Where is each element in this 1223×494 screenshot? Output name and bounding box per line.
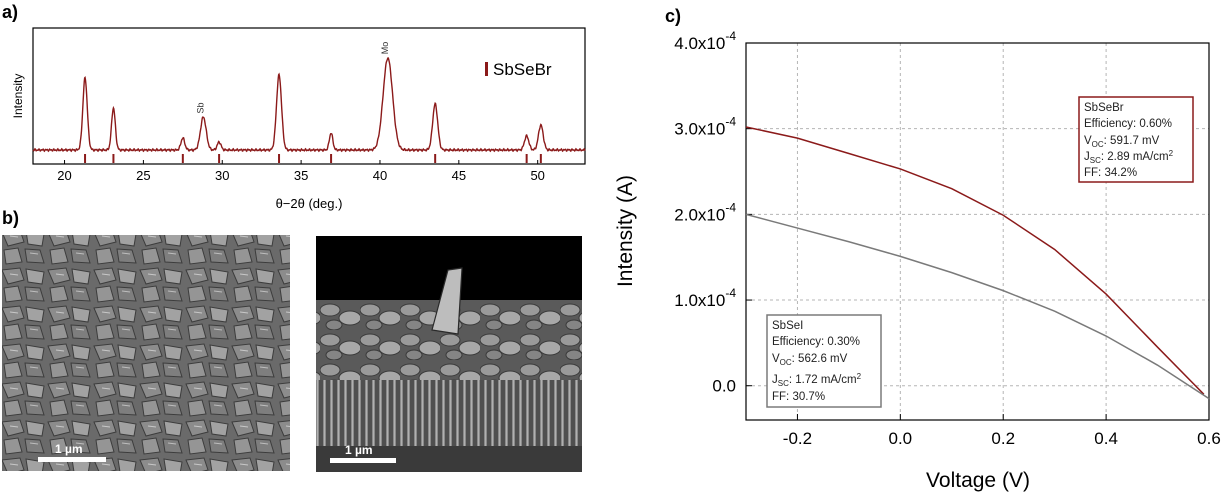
annotation-ff: FF: 34.2% [1084,167,1137,179]
jv-y-tick-label: 0.0 [712,377,736,396]
annotation-voc: VOC: 591.7 mV [1084,135,1160,149]
jv-y-tick-label: 3.0x10-4 [674,115,736,139]
xrd-x-tick-label: 45 [452,168,466,183]
sem-cross-section: 1 µm [316,236,582,472]
jv-x-tick-label: -0.2 [783,429,812,448]
series-line-sbsebr [745,126,1205,395]
xrd-x-tick-label: 35 [294,168,308,183]
annotation-title: SbSeI [772,320,803,332]
sem-cross-scale-label: 1 µm [345,443,373,457]
xrd-peak-labels: Sb Mo [195,42,390,114]
xrd-legend-marker [485,62,488,76]
sem-top-scale-label: 1 µm [55,442,83,456]
annotation-jsc: JSC: 1.72 mA/cm2 [772,372,862,388]
xrd-x-axis-label: θ−2θ (deg.) [276,196,343,211]
panel-label-b: b) [2,208,19,228]
annotation-ff: FF: 30.7% [772,391,825,403]
annotation-jsc: JSC: 2.89 mA/cm2 [1084,149,1174,165]
jv-y-ticks: 0.0 1.0x10-4 2.0x10-4 3.0x10-4 4.0x10-4 [674,29,752,396]
annotation-sbsei: SbSeI Efficiency: 0.30% VOC: 562.6 mV JS… [766,314,882,408]
jv-frame [745,42,1210,421]
xrd-reference-peaks [84,154,542,163]
jv-x-axis-label: Voltage (V) [926,469,1030,492]
jv-x-tick-label: 0.4 [1094,429,1118,448]
jv-y-tick-label: 1.0x10-4 [674,286,736,310]
xrd-x-tick-label: 25 [136,168,150,183]
xrd-legend-label: SbSeBr [493,60,552,79]
jv-x-tick-label: 0.0 [889,429,913,448]
xrd-peak-label: Sb [195,102,205,113]
xrd-x-tick-label: 40 [373,168,387,183]
jv-y-axis-label: Intensity (A) [614,175,637,287]
xrd-x-tick-label: 20 [57,168,71,183]
xrd-y-axis-label: Intensity [11,74,25,119]
jv-y-tick-label: 4.0x10-4 [674,29,736,53]
xrd-x-tick-label: 30 [215,168,229,183]
sem-top-view: 1 µm [2,235,290,471]
annotation-efficiency: Efficiency: 0.30% [772,336,860,348]
panel-label-c: c) [665,6,681,26]
annotation-efficiency: Efficiency: 0.60% [1084,118,1172,130]
xrd-frame [32,27,586,165]
xrd-plot: 20 25 30 35 40 45 50 Sb Mo SbSeBr Intensity θ−2… [11,27,586,211]
annotation-voc: VOC: 562.6 mV [772,353,848,367]
panel-label-a: a) [2,2,18,22]
xrd-x-ticks: 20 25 30 35 40 45 50 [57,160,545,183]
series-line-sbsei [745,213,1210,400]
jv-x-tick-label: 0.2 [991,429,1015,448]
sem-crystal-flake [431,267,463,335]
xrd-x-tick-label: 50 [530,168,544,183]
xrd-peak-label: Mo [380,42,390,55]
jv-x-ticks: -0.2 0.0 0.2 0.4 0.6 [783,414,1221,448]
xrd-pattern-curve [32,57,586,153]
jv-y-tick-label: 2.0x10-4 [674,200,736,224]
annotation-title: SbSeBr [1084,102,1124,114]
annotation-sbsebr: SbSeBr Efficiency: 0.60% VOC: 591.7 mV J… [1078,96,1194,183]
sem-top-scale-bar [38,457,106,462]
jv-x-tick-label: 0.6 [1197,429,1221,448]
sem-cross-scale-bar [330,458,396,463]
jv-plot: -0.2 0.0 0.2 0.4 0.6 0.0 1.0x10-4 2.0x10-4 3.0x… [614,29,1221,492]
